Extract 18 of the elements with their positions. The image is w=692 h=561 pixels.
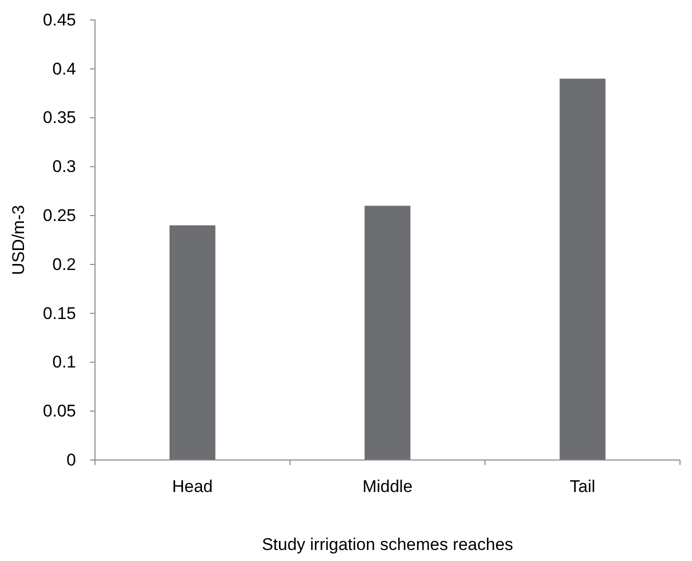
y-tick-label: 0.3 [52,157,76,176]
y-tick-label: 0.25 [42,206,76,225]
y-tick-label: 0.45 [42,10,76,30]
x-tick-label: Middle [362,477,413,496]
x-axis-title: Study irrigation schemes reaches [262,535,514,554]
bar [170,225,216,460]
x-tick-label: Tail [570,477,596,496]
y-tick-label: 0.2 [52,254,76,274]
y-tick-label: 0.4 [52,59,76,78]
y-tick-label: 0.15 [42,304,76,323]
bar [364,206,410,460]
bar [560,78,606,460]
y-tick-label: 0.1 [52,352,76,372]
y-axis-title: USD/m-3 [9,205,28,275]
y-tick-label: 0.05 [42,402,76,421]
y-tick-label: 0 [66,450,76,470]
x-tick-label: Head [172,477,213,496]
y-tick-label: 0.35 [42,108,76,128]
